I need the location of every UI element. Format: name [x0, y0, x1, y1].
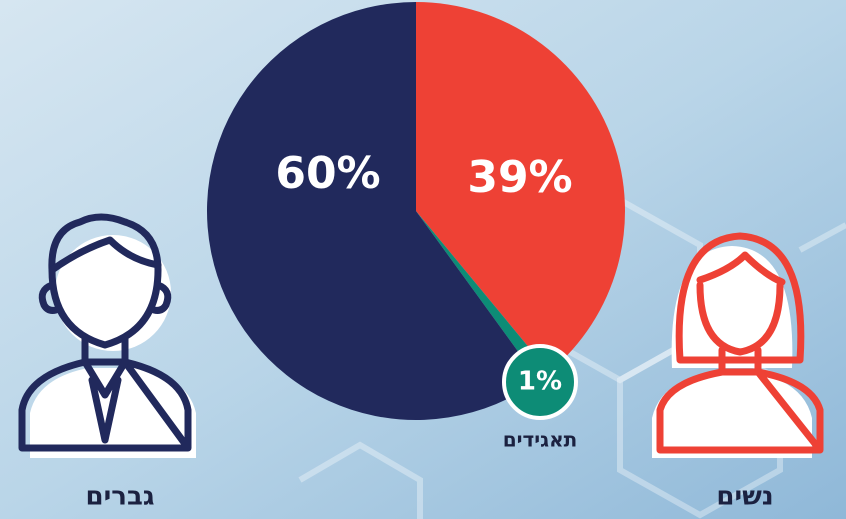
woman-icon — [652, 232, 824, 458]
pie-slice — [416, 211, 550, 381]
value-badge — [502, 344, 578, 420]
value-label: 39% — [467, 152, 572, 203]
pie-slice — [416, 2, 625, 373]
category-label: גברים — [86, 482, 155, 512]
pie-slice — [206, 2, 539, 421]
pie — [206, 2, 625, 421]
value-label: 60% — [275, 148, 380, 199]
man-icon — [18, 213, 196, 458]
labels: 39% נשים 1% תאגידים 60% גברים — [86, 148, 774, 512]
value-label: 1% — [518, 367, 562, 397]
category-label: תאגידים — [503, 428, 578, 452]
category-label: נשים — [716, 482, 773, 512]
